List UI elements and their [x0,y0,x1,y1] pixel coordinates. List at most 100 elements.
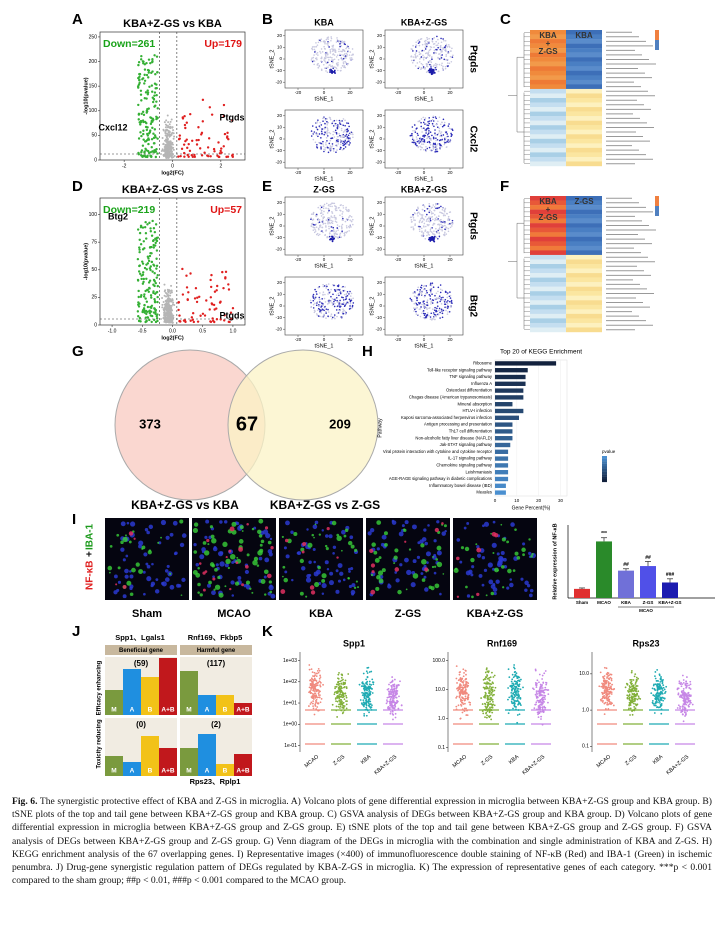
legend-swatch [602,458,607,462]
cell-dot [447,43,450,46]
gene-dot [210,273,213,277]
gene-dot [145,121,148,125]
cell-dot [433,64,435,66]
heat-cell [566,196,602,201]
cell-dot [372,683,375,686]
gene-dot [207,137,211,140]
cell-dot [428,216,430,218]
microglia [336,535,342,542]
column-label: Z-GS [538,47,558,56]
cell-dot [430,301,433,304]
cell-dot [365,695,368,698]
cell-dot [421,146,423,149]
cell-dot [330,221,333,224]
nfkb-signal [225,556,228,559]
gene-dot [183,123,187,127]
cell-dot [330,36,332,38]
cell-dot [322,63,325,66]
gene-dot [173,135,176,138]
cell-dot [417,294,419,297]
pattern-bar [198,734,216,776]
nucleus [506,586,510,590]
microglia [179,519,184,524]
gene-dot [154,310,157,314]
cell-dot [445,50,447,53]
cell-dot [320,56,323,58]
cell-dot [312,683,315,686]
cell-dot [429,69,432,72]
gene-dot [163,320,166,323]
cell-dot [366,700,369,703]
cell-dot [343,293,346,296]
cell-dot [420,217,422,220]
group-label: Z-GS [395,608,421,620]
cell-dot [447,139,449,141]
gene-dot [171,153,174,156]
cell-dot [318,221,321,224]
nucleus [155,578,159,582]
gene-dot [177,138,181,141]
gene-dot [149,294,153,297]
gene-dot [136,228,140,231]
header-band [105,645,177,655]
cell-dot [435,310,437,313]
cell-dot [326,303,329,305]
cell-dot [432,147,435,149]
cell-dot [310,225,313,227]
gene-dot [140,274,143,277]
heat-cell [530,88,566,94]
cell-dot [342,144,345,147]
x-tick-label: 20 [347,257,353,262]
cell-dot [438,295,441,297]
cell-dot [440,298,442,301]
cell-dot [328,301,331,304]
cell-dot [463,672,465,674]
cell-dot [324,60,326,62]
cell-dot [337,673,340,676]
gene-dot [145,312,148,316]
cell-dot [391,680,394,683]
y-tick-label: 10 [377,125,383,130]
cell-dot [436,150,439,153]
x-tick-label: 0.5 [199,328,206,334]
axis-label: tSNE_1 [315,176,334,182]
gene-dot [156,71,159,74]
cell-dot [422,121,425,124]
cell-dot [310,688,312,691]
cell-dot [370,684,373,686]
cell-dot [437,286,440,289]
cell-dot [488,694,491,697]
cell-dot [312,707,315,710]
y-tick-label: -10 [275,148,282,153]
cell-dot [415,313,418,315]
gene-dot [155,267,158,270]
gene-dot [161,306,164,309]
gene-dot [170,314,173,317]
header-label: Beneficial gene [119,648,164,654]
cell-dot [315,293,318,295]
cell-dot [315,698,318,701]
cell-dot [429,295,432,297]
microglia [431,565,435,569]
cell-dot [320,206,323,209]
cell-dot [313,54,315,56]
gene-dot [154,104,157,107]
cell-dot [422,285,425,288]
gene-dot [153,142,156,145]
gene-dot [149,305,152,309]
cell-dot [315,53,318,55]
nucleus [145,562,149,566]
nucleus [524,580,529,586]
nucleus [335,589,340,594]
gene-dot [153,280,156,283]
cell-dot [448,222,451,225]
gene-dot [166,134,169,137]
cell-dot [327,222,329,225]
cell-dot [433,49,436,52]
cell-dot [431,124,434,126]
gene-dot [168,123,171,126]
heat-cell [566,264,602,269]
gene-dot [164,289,167,292]
x-tick-label: 0 [423,90,426,95]
cell-dot [391,676,394,678]
